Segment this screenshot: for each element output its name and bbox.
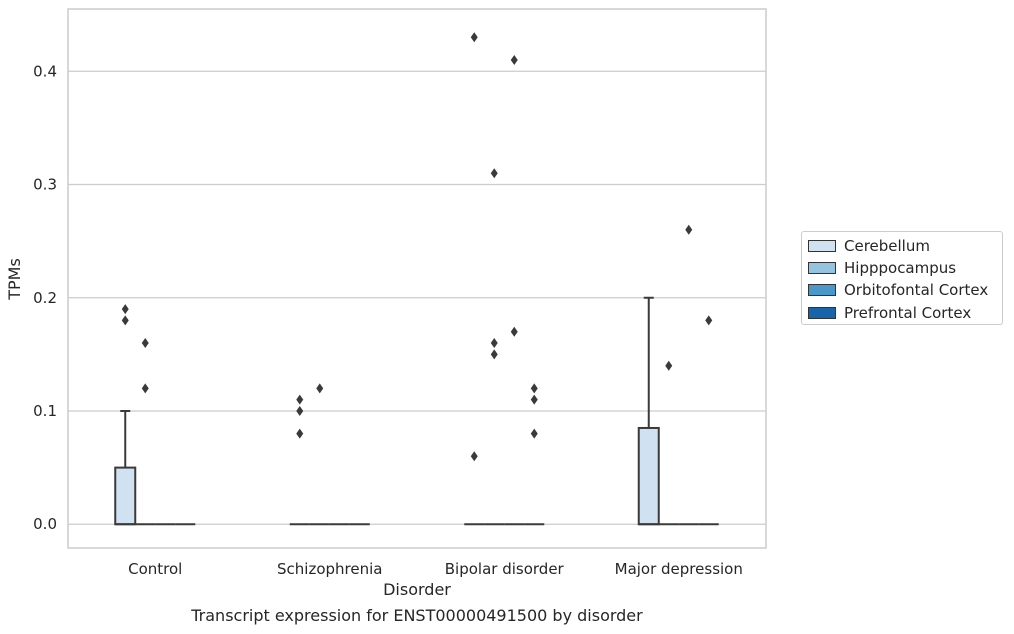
chart-caption: Transcript expression for ENST0000049150… bbox=[191, 606, 643, 625]
outlier-point bbox=[296, 405, 304, 416]
legend-swatch-orbitofrontal bbox=[808, 284, 836, 296]
legend-label: Hipppocampus bbox=[844, 259, 957, 277]
outlier-point bbox=[705, 315, 713, 326]
y-axis-ticks: 0.0 0.1 0.2 0.3 0.4 bbox=[33, 62, 57, 533]
x-tick-label: Major depression bbox=[615, 560, 743, 578]
legend-item-prefrontal: Prefrontal Cortex bbox=[808, 303, 971, 323]
legend-swatch-prefrontal bbox=[808, 307, 836, 319]
y-tick-label: 0.3 bbox=[33, 176, 57, 194]
outlier-point bbox=[490, 338, 498, 349]
legend-label: Cerebellum bbox=[844, 237, 930, 255]
y-tick-label: 0.1 bbox=[33, 402, 57, 420]
x-axis-ticks: Control Schizophrenia Bipolar disorder Majo… bbox=[128, 560, 743, 578]
legend-item-orbitofrontal: Orbitofontal Cortex bbox=[808, 280, 988, 300]
legend-swatch-cerebellum bbox=[808, 240, 836, 252]
outlier-point bbox=[316, 383, 324, 394]
outlier-point bbox=[490, 168, 498, 179]
y-tick-label: 0.4 bbox=[33, 62, 57, 80]
plot-area-frame bbox=[67, 8, 767, 549]
outlier-point bbox=[121, 304, 129, 315]
x-tick-label: Control bbox=[128, 560, 182, 578]
y-axis-title: TPMs bbox=[5, 258, 24, 301]
outlier-point bbox=[121, 315, 129, 326]
outlier-point bbox=[510, 54, 518, 65]
outlier-point bbox=[470, 451, 478, 462]
outlier-point bbox=[470, 32, 478, 43]
outlier-point bbox=[141, 383, 149, 394]
x-axis-title: Disorder bbox=[383, 580, 451, 599]
y-tick-label: 0.2 bbox=[33, 289, 57, 307]
outlier-point bbox=[510, 326, 518, 337]
box-cerebellum bbox=[637, 426, 660, 526]
outlier-point bbox=[490, 349, 498, 360]
x-tick-label: Bipolar disorder bbox=[445, 560, 565, 578]
outlier-point bbox=[685, 224, 693, 235]
outlier-point bbox=[665, 360, 673, 371]
outlier-point bbox=[296, 394, 304, 405]
legend-item-hippocampus: Hipppocampus bbox=[808, 258, 956, 278]
legend-item-cerebellum: Cerebellum bbox=[808, 236, 930, 256]
legend: Cerebellum Hipppocampus Orbitofontal Cor… bbox=[801, 231, 1003, 325]
legend-label: Prefrontal Cortex bbox=[844, 304, 972, 322]
outlier-point bbox=[296, 428, 304, 439]
outlier-point bbox=[141, 338, 149, 349]
x-tick-label: Schizophrenia bbox=[277, 560, 382, 578]
box-series bbox=[114, 32, 719, 526]
gridlines bbox=[68, 70, 766, 525]
outlier-point bbox=[530, 394, 538, 405]
legend-swatch-hippocampus bbox=[808, 262, 836, 274]
legend-label: Orbitofontal Cortex bbox=[844, 281, 989, 299]
outlier-point bbox=[530, 428, 538, 439]
y-tick-label: 0.0 bbox=[33, 515, 57, 533]
outlier-point bbox=[530, 383, 538, 394]
box-cerebellum bbox=[114, 466, 137, 526]
